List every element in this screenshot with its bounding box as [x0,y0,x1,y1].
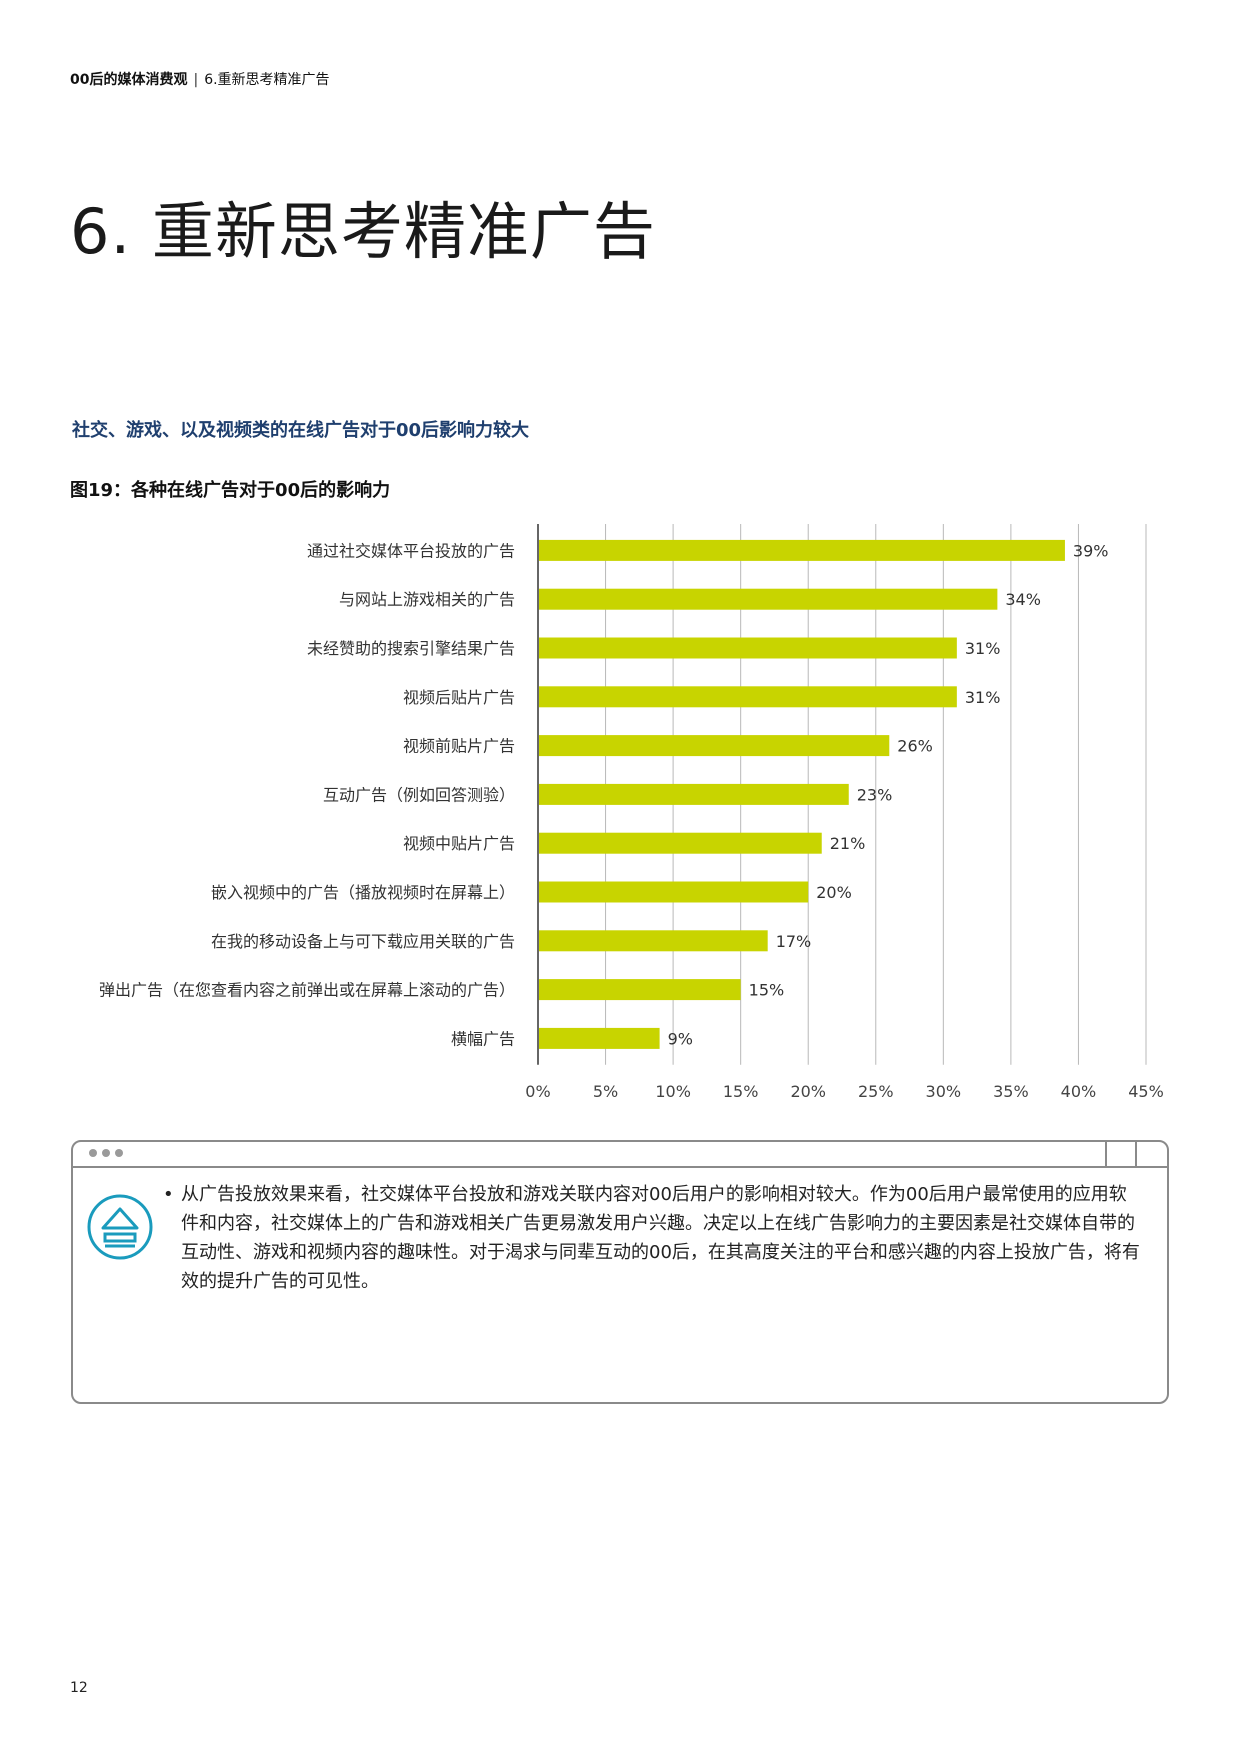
category-label: 在我的移动设备上与可下载应用关联的广告 [211,932,515,951]
x-tick-label: 20% [790,1082,826,1100]
x-tick-label: 5% [593,1082,618,1100]
figure-title: 图19：各种在线广告对于00后的影响力 [70,480,391,501]
value-label: 31% [965,688,1001,707]
bar [539,979,741,1001]
insight-text-block: • 从广告投放效果来看，社交媒体平台投放和游戏关联内容对00后用户的影响相对较大… [163,1180,1141,1296]
x-tick-label: 45% [1128,1082,1164,1100]
category-label: 嵌入视频中的广告（播放视频时在屏幕上） [211,883,515,902]
header-chapter: 6.重新思考精准广告 [204,72,330,88]
category-label: 通过社交媒体平台投放的广告 [307,541,515,560]
bar [539,783,849,805]
value-label: 21% [830,834,866,853]
category-label: 视频前贴片广告 [403,737,515,756]
x-tick-label: 15% [723,1082,759,1100]
bar [539,1027,660,1049]
bar [539,930,768,952]
section-subtitle: 社交、游戏、以及视频类的在线广告对于00后影响力较大 [72,420,530,441]
bar [539,686,957,708]
value-label: 31% [965,639,1001,658]
bar [539,881,809,903]
x-tick-label: 40% [1061,1082,1097,1100]
dot [115,1149,123,1157]
bar [539,735,890,757]
category-label: 未经赞助的搜索引擎结果广告 [307,639,515,658]
bar-chart: 0% 5% 10% 15% 20% 25% 30% 35% 40% 45% 通过社交媒体平台投放的广… [99,524,1164,1100]
category-label: 互动广告（例如回答测验） [323,785,515,804]
card-titlebar [73,1142,1167,1168]
bar [539,832,822,854]
bar [539,539,1065,561]
value-label: 15% [749,981,785,1000]
x-tick-label: 35% [993,1082,1029,1100]
category-label: 弹出广告（在您查看内容之前弹出或在屏幕上滚动的广告） [99,981,515,1000]
eject-icon [85,1192,155,1266]
dot [89,1149,97,1157]
category-label: 与网站上游戏相关的广告 [339,590,515,609]
bar [539,588,998,610]
page-title: 6. 重新思考精准广告 [70,195,656,268]
x-tick-label: 30% [926,1082,962,1100]
dot [102,1149,110,1157]
category-label: 横幅广告 [451,1029,515,1048]
chart-bars [539,539,1065,1049]
insight-text: 从广告投放效果来看，社交媒体平台投放和游戏关联内容对00后用户的影响相对较大。作… [181,1184,1140,1292]
value-label: 26% [897,737,933,756]
value-label: 34% [1005,590,1041,609]
insight-card: • 从广告投放效果来看，社交媒体平台投放和游戏关联内容对00后用户的影响相对较大… [71,1140,1169,1404]
x-tick-label: 25% [858,1082,894,1100]
x-tick-label: 0% [525,1082,550,1100]
running-header: 00后的媒体消费观 | 6.重新思考精准广告 [70,69,330,89]
value-label: 9% [668,1029,693,1048]
value-label: 20% [816,883,852,902]
page-number: 12 [70,1680,88,1696]
value-label: 39% [1073,541,1109,560]
chart-labels: 0% 5% 10% 15% 20% 25% 30% 35% 40% 45% 通过社交媒体平台投放的广… [99,541,1164,1100]
x-tick-label: 10% [655,1082,691,1100]
bar [539,637,957,659]
window-button [1105,1142,1137,1166]
window-dots [89,1149,123,1157]
category-label: 视频中贴片广告 [403,834,515,853]
header-separator: | [193,72,199,88]
value-label: 17% [776,932,812,951]
header-section: 00后的媒体消费观 [70,72,188,88]
bullet-icon: • [163,1184,174,1205]
window-button [1135,1142,1167,1166]
value-label: 23% [857,785,893,804]
category-label: 视频后贴片广告 [403,688,515,707]
